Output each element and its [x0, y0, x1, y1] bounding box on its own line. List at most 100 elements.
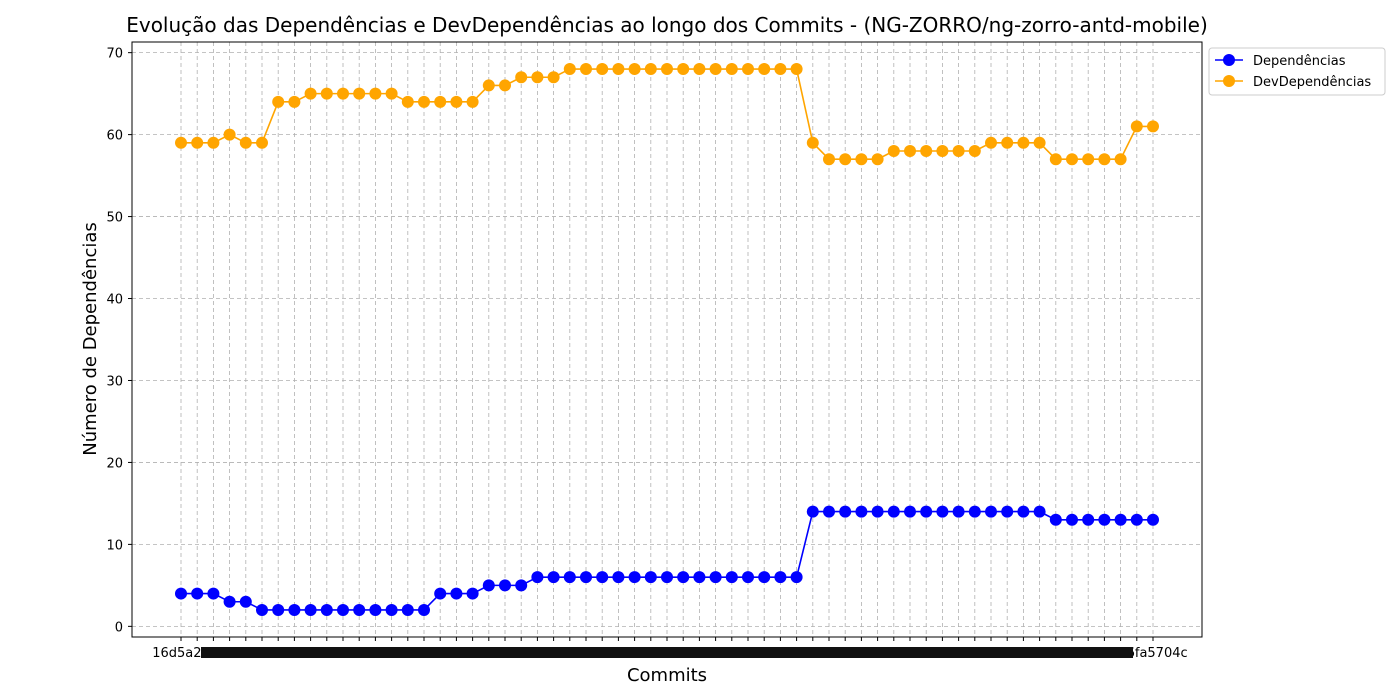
series-1-point: [968, 145, 981, 158]
series-1-point: [758, 63, 771, 76]
series-1-point: [920, 145, 933, 158]
series-1-point: [855, 153, 868, 166]
series-0-point: [774, 571, 787, 584]
series-1-point: [774, 63, 787, 76]
series-0-point: [353, 603, 366, 616]
series-0-point: [304, 603, 317, 616]
series-0-point: [887, 505, 900, 518]
series-0-point: [515, 579, 528, 592]
series-0-point: [207, 587, 220, 600]
series-1-point: [693, 63, 706, 76]
series-1-point: [677, 63, 690, 76]
series-1-point: [661, 63, 673, 76]
legend-label-dependencias: Dependências: [1253, 54, 1346, 69]
series-1-point: [904, 145, 916, 158]
y-tick-label: 70: [106, 47, 123, 62]
series-0-point: [369, 603, 382, 616]
y-tick-label: 40: [106, 293, 123, 308]
series-0-point: [418, 603, 430, 616]
series-0-point: [1147, 513, 1159, 526]
series-1-point: [580, 63, 592, 76]
series-0-point: [239, 595, 252, 608]
series-1-point: [466, 95, 479, 108]
series-1-point: [1001, 136, 1014, 149]
series-1-point: [304, 87, 317, 100]
y-axis: 0 10 20 30 40 50 60 70: [106, 47, 132, 635]
series-0-point: [693, 571, 706, 584]
series-0-point: [985, 505, 997, 518]
series-1-point: [272, 95, 285, 108]
series-1-point: [401, 95, 414, 108]
series-0-point: [709, 571, 722, 584]
y-tick-label: 10: [106, 538, 123, 553]
grid: [132, 42, 1202, 637]
series-0-point: [531, 571, 544, 584]
series-0-point: [823, 505, 835, 518]
series-0-point: [385, 603, 398, 616]
series-0-point: [920, 505, 933, 518]
series-1-point: [985, 136, 997, 149]
series-0-point: [580, 571, 592, 584]
series-0-point: [790, 571, 803, 584]
series-0-point: [758, 571, 771, 584]
series-1-point: [790, 63, 803, 76]
series-1-point: [742, 63, 754, 76]
series-1-point: [1098, 153, 1111, 166]
series-0-point: [337, 603, 349, 616]
series-1-point: [288, 95, 301, 108]
series-1-point: [320, 87, 333, 100]
series-1-point: [887, 145, 900, 158]
series-0-point: [482, 579, 495, 592]
series-1-point: [482, 79, 495, 92]
series-0-point: [1033, 505, 1046, 518]
series-1-point: [1049, 153, 1062, 166]
series-0-point: [596, 571, 609, 584]
series-1-point: [191, 136, 204, 149]
series-0-point: [1114, 513, 1127, 526]
series-1-point: [337, 87, 349, 100]
series-0-point: [547, 571, 560, 584]
series-0-point: [320, 603, 333, 616]
series-1-point: [256, 136, 268, 149]
series-0-point: [855, 505, 868, 518]
series-1-point: [1130, 120, 1143, 133]
series-1-point: [952, 145, 965, 158]
series-1-point: [353, 87, 366, 100]
series-0-point: [1082, 513, 1095, 526]
series-0-point: [1066, 513, 1078, 526]
series-1-point: [450, 95, 463, 108]
series-0-point: [1049, 513, 1062, 526]
legend-box: [1208, 47, 1386, 96]
x-tick-label: 16fa5704c: [1118, 646, 1187, 661]
y-tick-label: 0: [115, 620, 123, 635]
series-0-point: [223, 595, 236, 608]
series-1-point: [709, 63, 722, 76]
series-1-point: [547, 71, 560, 84]
series-0-point: [677, 571, 690, 584]
series-0-point: [1017, 505, 1030, 518]
legend-marker-dependencias: [1223, 54, 1235, 66]
series-0-point: [191, 587, 204, 600]
series-0-point: [952, 505, 965, 518]
series-1-point: [871, 153, 884, 166]
series-0-point: [499, 579, 511, 592]
series-0-point: [742, 571, 754, 584]
legend-marker-devdependencias: [1223, 75, 1235, 87]
series-1-point: [1033, 136, 1046, 149]
series-1-point: [1017, 136, 1030, 149]
series-1-point: [515, 71, 528, 84]
series-layer: [175, 63, 1159, 616]
series-1-point: [1114, 153, 1127, 166]
series-1-point: [839, 153, 852, 166]
chart-title: Evolução das Dependências e DevDependênc…: [126, 13, 1208, 37]
series-0-point: [175, 587, 187, 600]
series-0-point: [450, 587, 463, 600]
series-1-point: [434, 95, 447, 108]
y-tick-label: 50: [106, 211, 123, 226]
series-1-point: [1147, 120, 1159, 133]
series-1-point: [612, 63, 625, 76]
series-0-point: [612, 571, 625, 584]
series-1-point: [239, 136, 252, 149]
legend-label-devdependencias: DevDependências: [1253, 75, 1371, 90]
series-0-point: [434, 587, 447, 600]
